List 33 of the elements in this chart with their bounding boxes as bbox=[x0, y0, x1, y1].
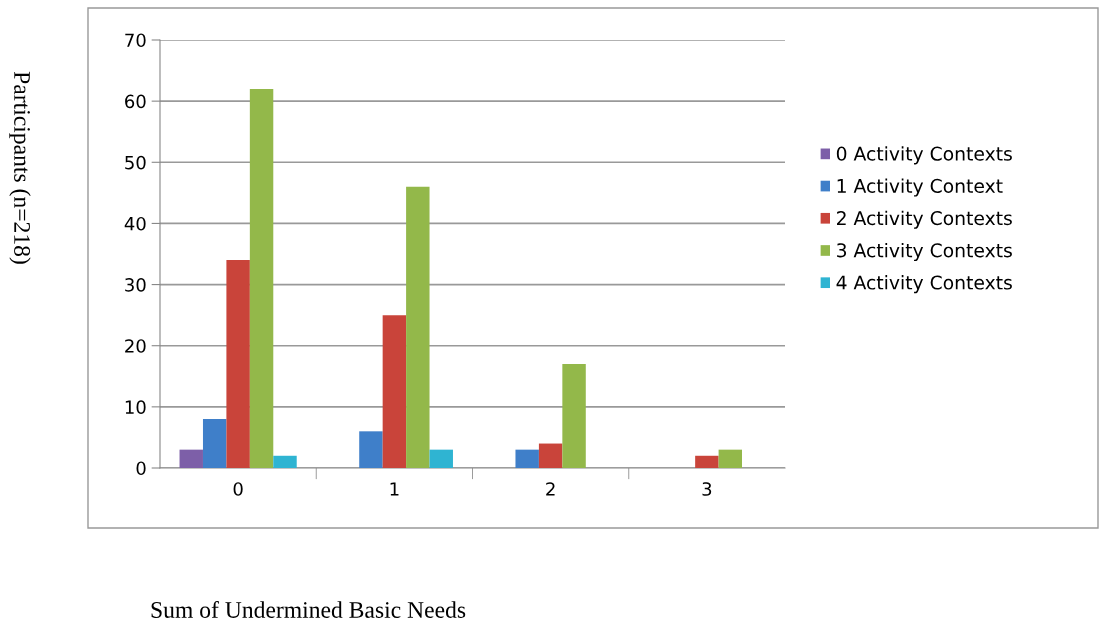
y-tick-label: 40 bbox=[124, 216, 146, 231]
y-tick-label: 50 bbox=[125, 155, 146, 170]
bar bbox=[515, 449, 539, 468]
bar bbox=[406, 186, 430, 468]
legend-label: 4 Activity Contexts bbox=[836, 275, 1012, 294]
legend-label: 3 Activity Contexts bbox=[837, 242, 1012, 262]
y-tick-label: 20 bbox=[125, 339, 146, 353]
bar bbox=[538, 443, 563, 468]
x-tick-label: 1 bbox=[390, 482, 399, 496]
legend-label: 2 Activity Contexts bbox=[837, 210, 1012, 229]
bar bbox=[359, 431, 383, 468]
y-tick-label: 10 bbox=[125, 400, 146, 414]
bar bbox=[695, 455, 719, 468]
bar bbox=[226, 260, 250, 468]
bar bbox=[202, 419, 227, 468]
x-tick-label: 3 bbox=[702, 482, 712, 496]
y-tick-label: 30 bbox=[125, 278, 146, 292]
bar bbox=[382, 315, 407, 468]
y-tick-label: 0 bbox=[136, 461, 146, 476]
bar bbox=[179, 449, 203, 468]
bar bbox=[429, 449, 453, 468]
legend-label: 1 Activity Context bbox=[837, 178, 1003, 197]
x-axis-title: Sum of Undermined Basic Needs bbox=[151, 601, 466, 618]
x-tick-label: 0 bbox=[233, 482, 243, 496]
x-tick-label: 2 bbox=[546, 482, 555, 496]
bar bbox=[718, 449, 743, 468]
bar bbox=[562, 364, 586, 468]
y-tick-label: 70 bbox=[125, 33, 146, 48]
y-axis-title: Participants (n=218) bbox=[9, 71, 31, 264]
legend-label: 0 Activity Contexts bbox=[836, 146, 1012, 165]
y-tick-label: 60 bbox=[125, 94, 146, 109]
bar bbox=[249, 88, 274, 468]
bar bbox=[273, 455, 297, 468]
